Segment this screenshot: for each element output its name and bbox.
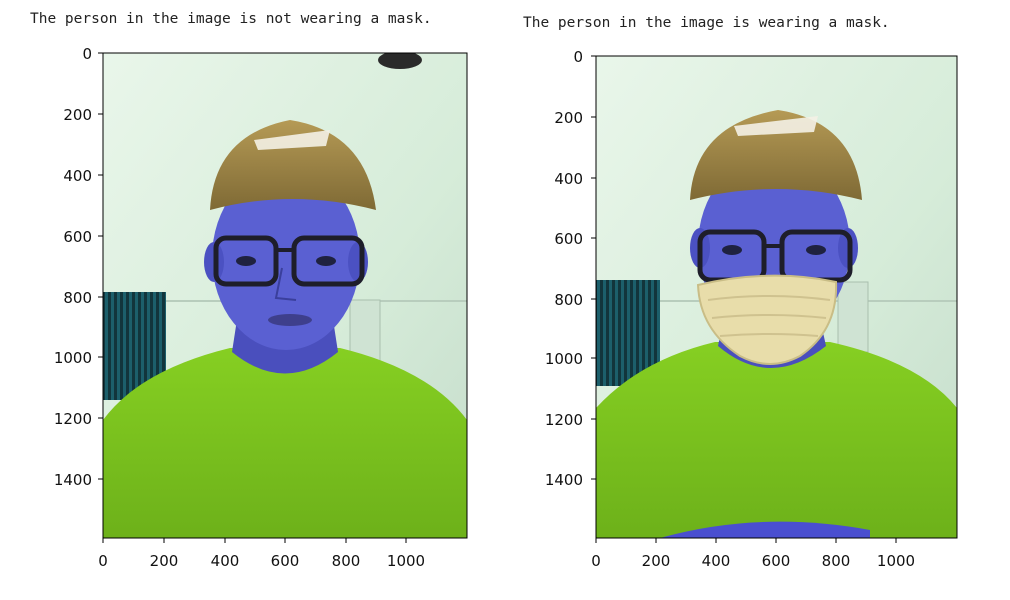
xtick-right-800: 800 bbox=[822, 552, 851, 570]
ytick-left-400: 400 bbox=[63, 167, 92, 185]
ytick-right-1000: 1000 bbox=[545, 350, 583, 368]
axes-right: 0 200 400 600 800 1000 1200 1400 0 200 4… bbox=[545, 48, 958, 570]
output-text-right: The person in the image is wearing a mas… bbox=[523, 15, 890, 31]
x-ticks-right: 0 200 400 600 800 1000 bbox=[591, 538, 915, 570]
xtick-left-200: 200 bbox=[150, 552, 179, 570]
photo-with-mask bbox=[596, 56, 957, 538]
xtick-right-0: 0 bbox=[591, 552, 601, 570]
xtick-right-200: 200 bbox=[642, 552, 671, 570]
xtick-right-1000: 1000 bbox=[877, 552, 915, 570]
xtick-left-800: 800 bbox=[332, 552, 361, 570]
ytick-left-0: 0 bbox=[82, 45, 92, 63]
ytick-left-1200: 1200 bbox=[54, 410, 92, 428]
ytick-left-1000: 1000 bbox=[54, 349, 92, 367]
xtick-left-400: 400 bbox=[211, 552, 240, 570]
ytick-right-200: 200 bbox=[554, 109, 583, 127]
output-text-left: The person in the image is not wearing a… bbox=[30, 11, 432, 27]
xtick-left-600: 600 bbox=[271, 552, 300, 570]
ytick-right-1400: 1400 bbox=[545, 471, 583, 489]
y-ticks-left: 0 200 400 600 800 1000 1200 1400 bbox=[54, 45, 103, 489]
axes-left: 0 200 400 600 800 1000 1200 1400 0 200 4… bbox=[54, 45, 468, 570]
ytick-left-200: 200 bbox=[63, 106, 92, 124]
ytick-right-1200: 1200 bbox=[545, 411, 583, 429]
xtick-left-1000: 1000 bbox=[387, 552, 425, 570]
ytick-right-600: 600 bbox=[554, 230, 583, 248]
xtick-right-600: 600 bbox=[762, 552, 791, 570]
ytick-left-800: 800 bbox=[63, 289, 92, 307]
xtick-left-0: 0 bbox=[98, 552, 108, 570]
photo-no-mask bbox=[103, 53, 467, 538]
ytick-left-600: 600 bbox=[63, 228, 92, 246]
xtick-right-400: 400 bbox=[702, 552, 731, 570]
x-ticks-left: 0 200 400 600 800 1000 bbox=[98, 538, 425, 570]
ytick-left-1400: 1400 bbox=[54, 471, 92, 489]
ytick-right-400: 400 bbox=[554, 170, 583, 188]
y-ticks-right: 0 200 400 600 800 1000 1200 1400 bbox=[545, 48, 596, 489]
ytick-right-0: 0 bbox=[573, 48, 583, 66]
ytick-right-800: 800 bbox=[554, 291, 583, 309]
